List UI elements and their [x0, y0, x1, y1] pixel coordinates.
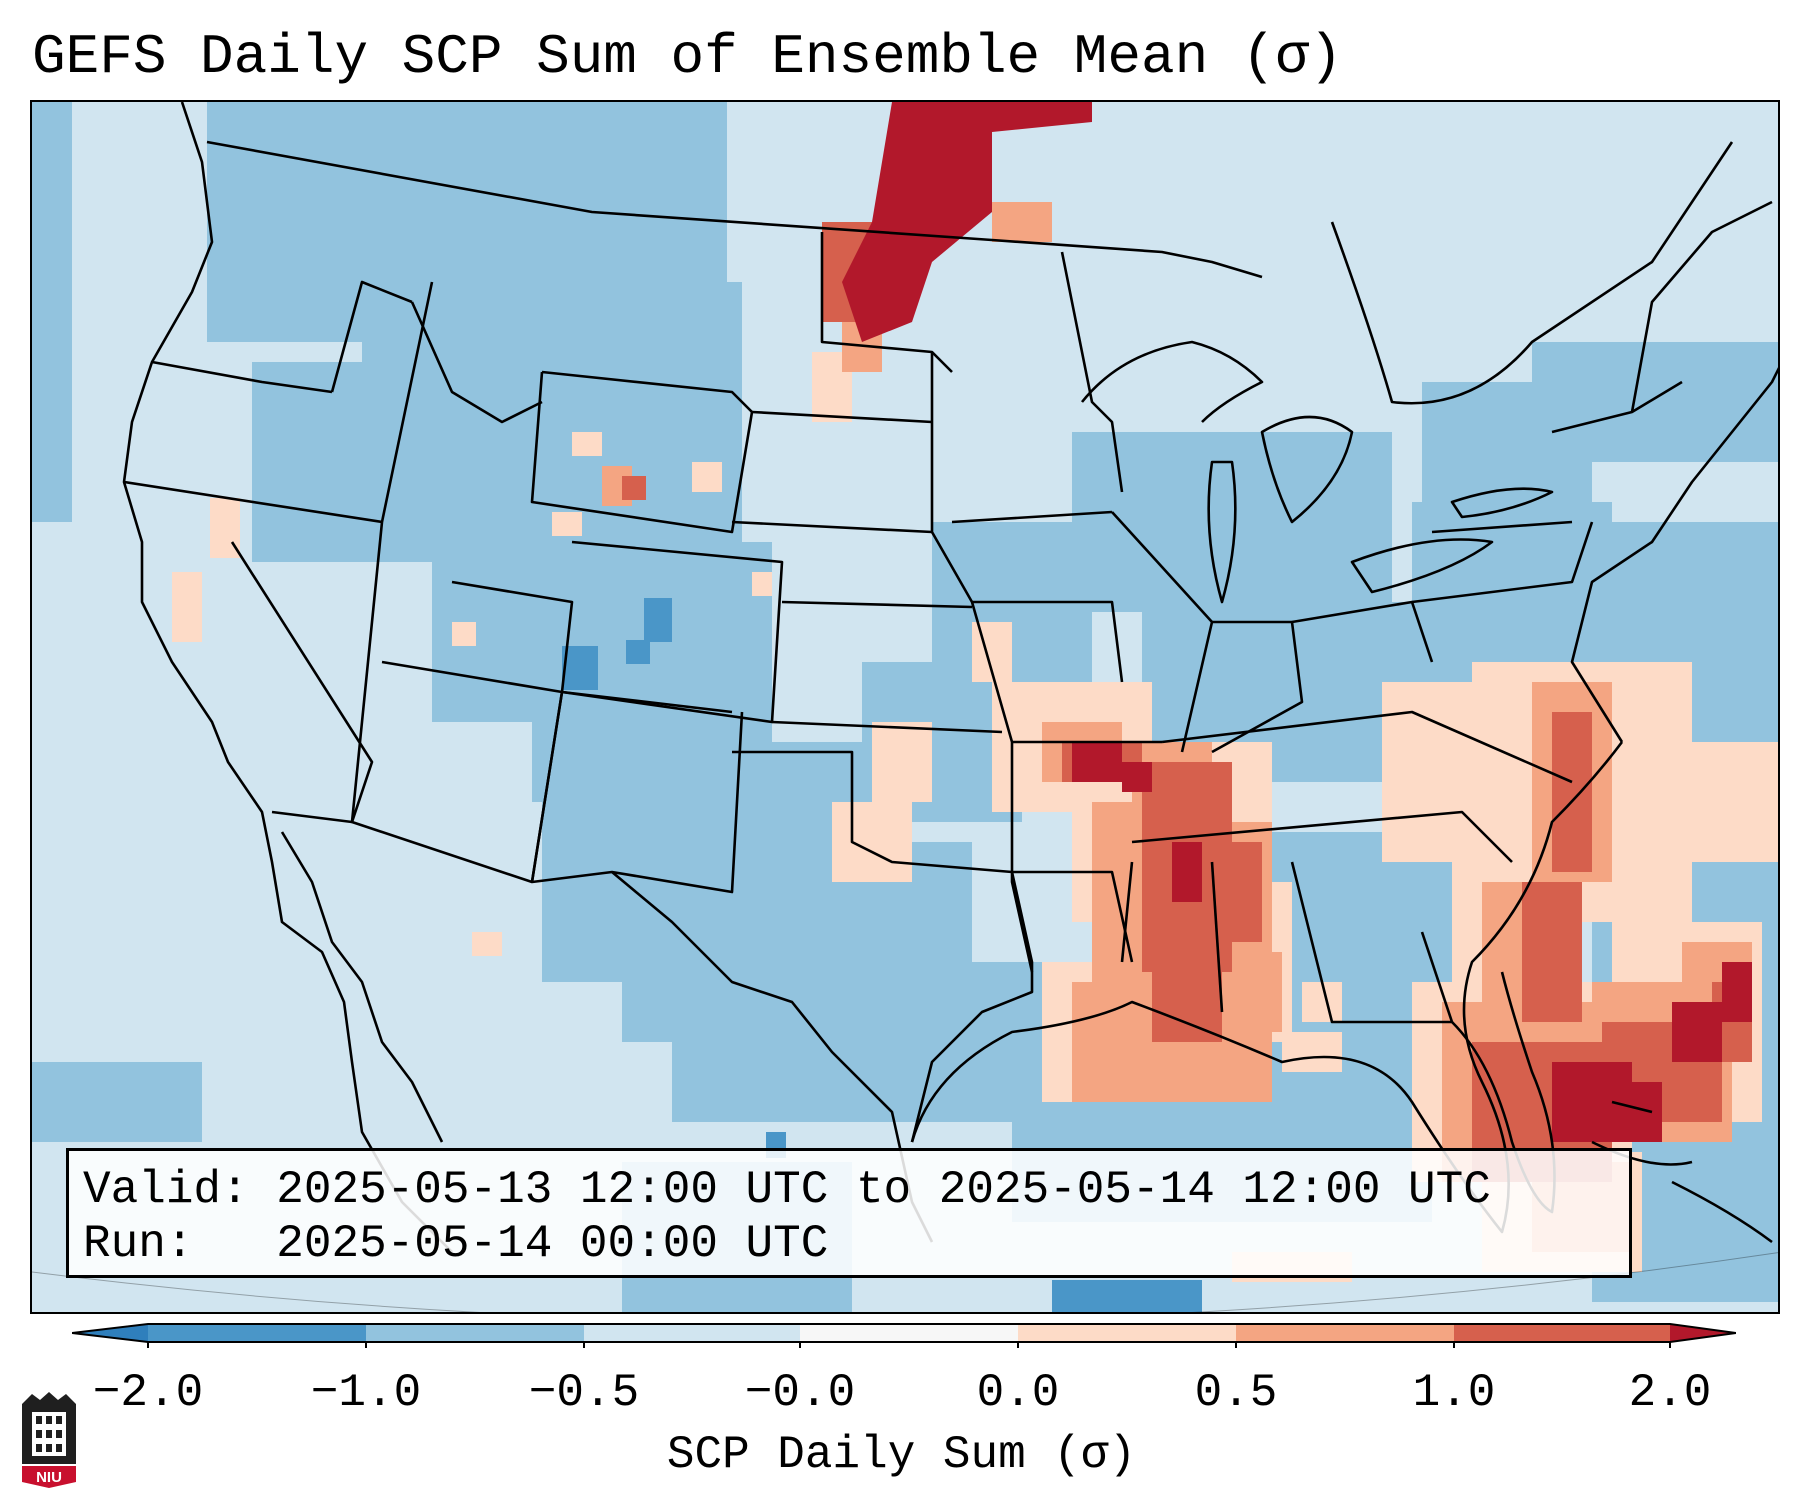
state-boundaries: [122, 102, 1778, 1253]
colorbar-tick-label: −0.0: [744, 1367, 856, 1419]
colorbar-label: SCP Daily Sum (σ): [666, 1429, 1137, 1481]
colorbar-segment-pos1-2: [1454, 1324, 1670, 1342]
niu-logo: NIU: [22, 1392, 76, 1488]
field-pos-extreme: [842, 102, 1752, 1142]
colorbar-segment-pos0-05: [1018, 1324, 1236, 1342]
colorbar-tick-label: 2.0: [1628, 1367, 1712, 1419]
colorbar-tick-label: 0.0: [976, 1367, 1060, 1419]
scp-map: [32, 102, 1778, 1312]
valid-label: Valid:: [83, 1164, 249, 1216]
map-edge: [32, 1251, 1778, 1312]
colorbar-tick-label: −1.0: [310, 1367, 422, 1419]
colorbar-tick-label: −0.5: [528, 1367, 640, 1419]
run-value: 2025-05-14 00:00 UTC: [276, 1218, 829, 1270]
colorbar-extend-low: [72, 1324, 148, 1342]
colorbar-segment-pos05-1: [1236, 1324, 1454, 1342]
colorbar-segment-neg1-neg05: [366, 1324, 584, 1342]
field-lt-neg1: [562, 598, 1202, 1312]
valid-time-box: Valid: 2025-05-13 12:00 UTC to 2025-05-1…: [66, 1148, 1632, 1278]
colorbar-ticks: [147, 1342, 1671, 1348]
colorbar-tick-label: 1.0: [1412, 1367, 1496, 1419]
map-panel: [30, 100, 1780, 1314]
colorbar-tick-label: −2.0: [92, 1367, 204, 1419]
run-label: Run:: [83, 1218, 194, 1270]
colorbar-segment-lt-neg1: [148, 1324, 366, 1342]
colorbar-extend-high: [1670, 1324, 1736, 1342]
valid-value: 2025-05-13 12:00 UTC to 2025-05-14 12:00…: [276, 1164, 1491, 1216]
colorbar-segment-neg05-0: [584, 1324, 800, 1342]
map-title: GEFS Daily SCP Sum of Ensemble Mean (σ): [32, 25, 1343, 89]
colorbar-tick-label: 0.5: [1194, 1367, 1278, 1419]
colorbar-segment-zero: [800, 1324, 1018, 1342]
logo-text: NIU: [36, 1469, 62, 1486]
colorbar: [72, 1323, 1736, 1348]
